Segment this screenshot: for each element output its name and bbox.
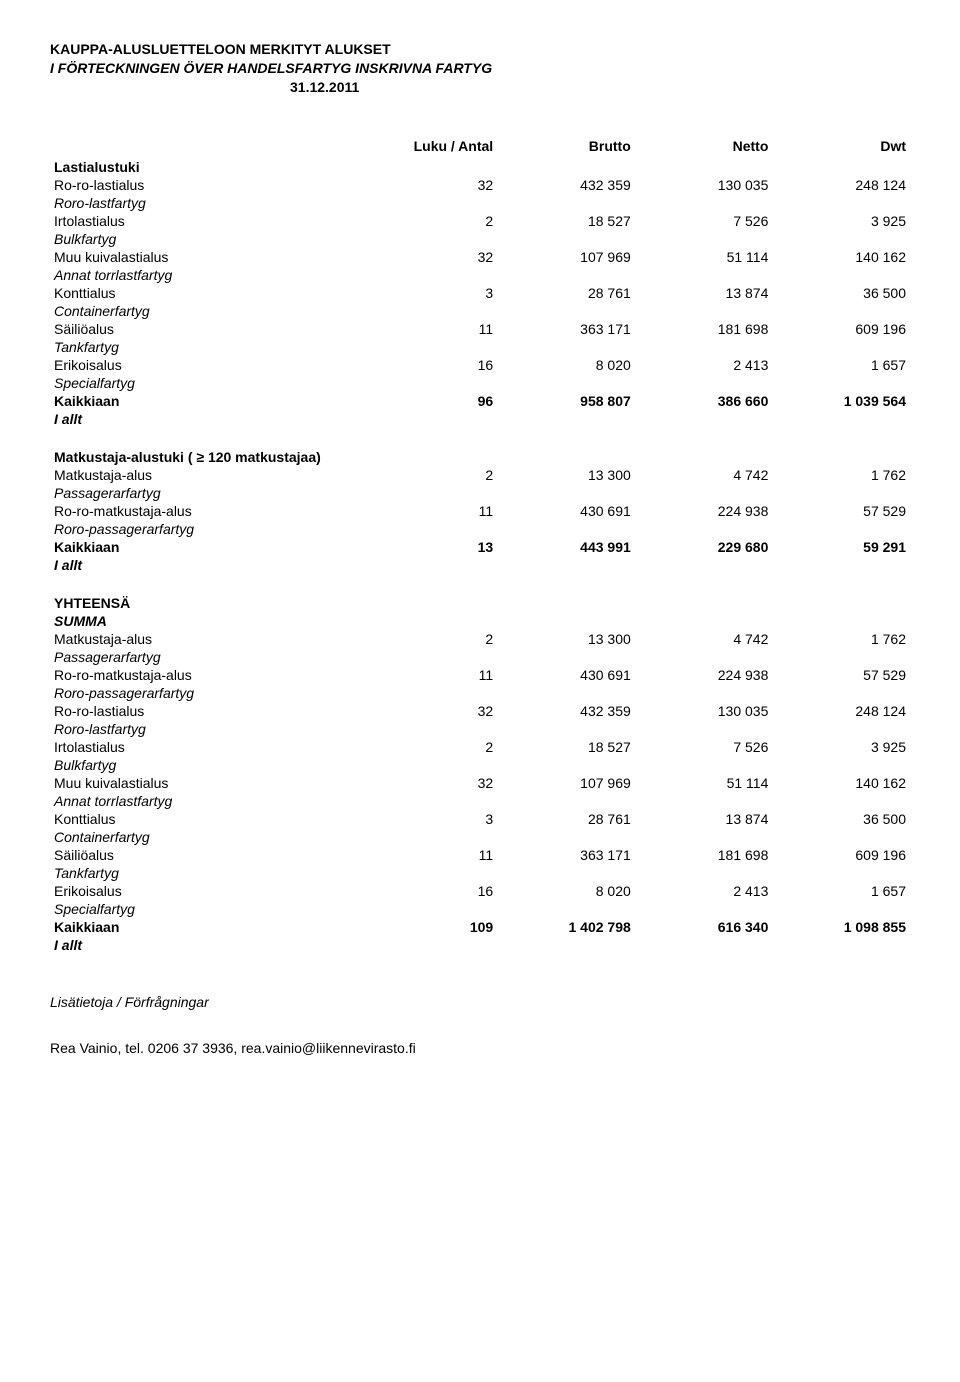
title-date: 31.12.2011 <box>50 78 910 97</box>
footer-contact: Rea Vainio, tel. 0206 37 3936, rea.vaini… <box>50 1040 910 1056</box>
col-header-luku: Luku / Antal <box>360 137 498 158</box>
row-label-fi: Erikoisalus <box>50 356 360 374</box>
row-label-fi: Erikoisalus <box>50 882 360 900</box>
col-header-dwt: Dwt <box>772 137 910 158</box>
row-label-sv: Roro-passagerarfartyg <box>50 684 360 702</box>
section-heading: Matkustaja-alustuki ( ≥ 120 matkustajaa) <box>50 448 360 466</box>
row-label-sv: Roro-passagerarfartyg <box>50 520 360 538</box>
section-heading: Lastialustuki <box>50 158 360 176</box>
row-label-fi: Irtolastialus <box>50 738 360 756</box>
row-label-sv: Containerfartyg <box>50 828 360 846</box>
row-label-fi: Ro-ro-lastialus <box>50 176 360 194</box>
total-label-sv: I allt <box>50 410 360 428</box>
title-line-1: KAUPPA-ALUSLUETTELOON MERKITYT ALUKSET <box>50 40 910 59</box>
row-label-sv: Tankfartyg <box>50 864 360 882</box>
section-heading-sv: SUMMA <box>50 612 360 630</box>
row-label-sv: Bulkfartyg <box>50 230 360 248</box>
total-label-sv: I allt <box>50 556 360 574</box>
row-label-sv: Annat torrlastfartyg <box>50 792 360 810</box>
row-label-fi: Muu kuivalastialus <box>50 774 360 792</box>
row-label-fi: Ro-ro-lastialus <box>50 702 360 720</box>
total-label-fi: Kaikkiaan <box>50 918 360 936</box>
row-label-fi: Konttialus <box>50 810 360 828</box>
document-title: KAUPPA-ALUSLUETTELOON MERKITYT ALUKSET I… <box>50 40 910 97</box>
row-label-fi: Säiliöalus <box>50 846 360 864</box>
row-label-sv: Roro-lastfartyg <box>50 194 360 212</box>
row-label-fi: Matkustaja-alus <box>50 630 360 648</box>
row-label-sv: Passagerarfartyg <box>50 484 360 502</box>
section-heading: YHTEENSÄ <box>50 594 360 612</box>
title-line-2: I FÖRTECKNINGEN ÖVER HANDELSFARTYG INSKR… <box>50 59 910 78</box>
col-header-netto: Netto <box>635 137 773 158</box>
row-label-sv: Bulkfartyg <box>50 756 360 774</box>
row-label-sv: Tankfartyg <box>50 338 360 356</box>
row-label-sv: Passagerarfartyg <box>50 648 360 666</box>
row-label-sv: Containerfartyg <box>50 302 360 320</box>
row-label-fi: Matkustaja-alus <box>50 466 360 484</box>
row-label-sv: Roro-lastfartyg <box>50 720 360 738</box>
row-label-fi: Konttialus <box>50 284 360 302</box>
row-label-fi: Ro-ro-matkustaja-alus <box>50 502 360 520</box>
col-header-brutto: Brutto <box>497 137 635 158</box>
row-label-fi: Säiliöalus <box>50 320 360 338</box>
row-label-fi: Muu kuivalastialus <box>50 248 360 266</box>
total-label-fi: Kaikkiaan <box>50 538 360 556</box>
total-label-fi: Kaikkiaan <box>50 392 360 410</box>
row-label-sv: Specialfartyg <box>50 900 360 918</box>
footer-info-label: Lisätietoja / Förfrågningar <box>50 994 910 1010</box>
data-table: Luku / AntalBruttoNettoDwtLastialustukiR… <box>50 137 910 954</box>
row-label-sv: Annat torrlastfartyg <box>50 266 360 284</box>
total-label-sv: I allt <box>50 936 360 954</box>
row-label-fi: Irtolastialus <box>50 212 360 230</box>
row-label-sv: Specialfartyg <box>50 374 360 392</box>
row-label-fi: Ro-ro-matkustaja-alus <box>50 666 360 684</box>
footer: Lisätietoja / Förfrågningar Rea Vainio, … <box>50 994 910 1056</box>
